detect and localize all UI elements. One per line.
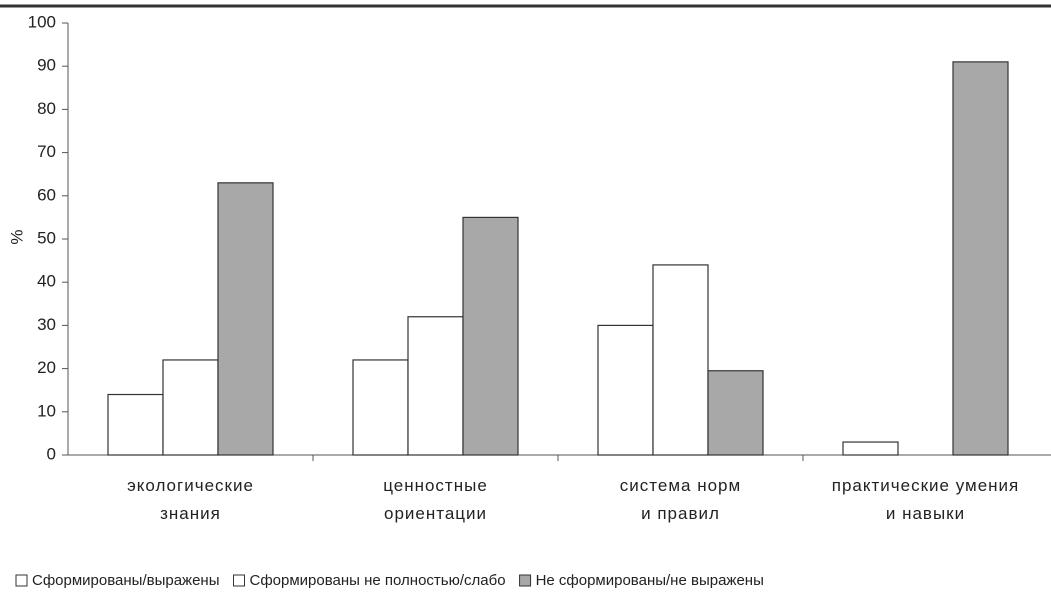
legend-label: Сформированы не полностью/слабо (250, 572, 506, 589)
y-tick-label: 10 (37, 401, 56, 420)
legend-swatch (15, 574, 28, 587)
legend-label: Не сформированы/не выражены (536, 572, 764, 589)
y-tick-label: 40 (37, 272, 56, 291)
legend-swatch (519, 574, 532, 587)
x-tick-label: практические умения и навыки (832, 476, 1020, 523)
bar (842, 441, 899, 456)
y-tick-label: 60 (37, 185, 56, 204)
legend-label: Сформированы/выражены (32, 572, 220, 589)
bar (462, 216, 519, 456)
y-tick-label: 90 (37, 56, 56, 75)
bar (217, 182, 274, 456)
bar (652, 264, 709, 456)
y-tick-label: 30 (37, 315, 56, 334)
bar (407, 316, 464, 456)
bar (707, 370, 764, 456)
y-tick-label: 80 (37, 99, 56, 118)
x-tick-label: система норм и правил (620, 476, 741, 523)
x-tick-label: экологические знания (127, 476, 254, 523)
bar (952, 61, 1009, 456)
bar (107, 393, 164, 456)
y-tick-label: 20 (37, 358, 56, 377)
y-axis-label: % (7, 229, 26, 244)
legend-swatch (233, 574, 245, 587)
y-tick-label: 70 (37, 142, 56, 161)
x-tick-label: ценностные ориентации (383, 476, 488, 523)
bar (162, 359, 219, 456)
bar (597, 324, 654, 456)
y-tick-label: 100 (28, 12, 56, 31)
y-tick-label: 0 (47, 444, 56, 463)
y-tick-label: 50 (37, 228, 56, 247)
bar (352, 359, 409, 456)
